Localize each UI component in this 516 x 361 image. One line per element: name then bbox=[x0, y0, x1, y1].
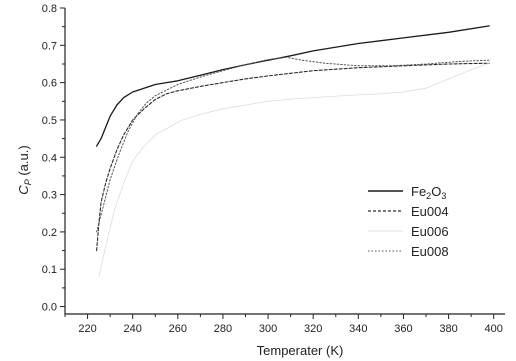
y-tick-label: 0.6 bbox=[42, 78, 57, 90]
plot-area bbox=[64, 8, 505, 315]
legend-label-subscript: 3 bbox=[441, 191, 446, 201]
y-tick-label: 0.1 bbox=[42, 264, 57, 276]
y-axis-label: CP (a.u.) bbox=[16, 145, 33, 194]
series-line-eu008 bbox=[96, 56, 490, 233]
x-tick-label: 360 bbox=[394, 323, 412, 335]
x-axis-label: Temperater (K) bbox=[257, 343, 344, 358]
legend-label-eu008: Eu008 bbox=[411, 244, 449, 259]
legend: Fe2O3 Eu004 Eu006 Eu008 bbox=[368, 184, 449, 259]
y-tick-label: 0.5 bbox=[42, 115, 57, 127]
y-tick-label: 0.0 bbox=[42, 302, 57, 314]
x-tick-label: 220 bbox=[78, 323, 96, 335]
legend-label-part: Fe bbox=[411, 184, 426, 199]
y-axis-label-unit: (a.u.) bbox=[16, 145, 31, 179]
legend-label-part: O bbox=[431, 184, 441, 199]
x-tick-label: 400 bbox=[485, 323, 503, 335]
x-tick-label: 280 bbox=[214, 323, 232, 335]
y-tick-label: 0.4 bbox=[42, 152, 57, 164]
series-line-fe2o3 bbox=[95, 25, 490, 147]
x-tick-label: 240 bbox=[124, 323, 142, 335]
series-line-eu004 bbox=[96, 62, 490, 252]
series-layer bbox=[95, 25, 490, 278]
y-tick-label: 0.8 bbox=[42, 3, 57, 15]
x-tick-label: 260 bbox=[169, 323, 187, 335]
x-tick-label: 300 bbox=[259, 323, 277, 335]
y-tick-label: 0.2 bbox=[42, 227, 57, 239]
y-axis-label-main: C bbox=[16, 185, 31, 195]
x-tick-label: 320 bbox=[304, 323, 322, 335]
legend-label-eu006: Eu006 bbox=[411, 224, 449, 239]
x-ticks: 220 240 260 280 300 320 340 360 380 400 bbox=[64, 314, 503, 335]
legend-label-eu004: Eu004 bbox=[411, 204, 449, 219]
legend-label-fe2o3: Fe2O3 bbox=[411, 184, 446, 201]
y-axis-label-sub: P bbox=[23, 179, 33, 185]
y-ticks: 0.0 0.1 0.2 0.3 0.4 0.5 0.6 0.7 0.8 bbox=[42, 3, 65, 314]
legend-label-subscript: 2 bbox=[426, 191, 431, 201]
y-tick-label: 0.7 bbox=[42, 40, 57, 52]
x-tick-label: 340 bbox=[349, 323, 367, 335]
series-line-eu006 bbox=[98, 63, 488, 278]
x-tick-label: 380 bbox=[439, 323, 457, 335]
y-tick-label: 0.3 bbox=[42, 190, 57, 202]
